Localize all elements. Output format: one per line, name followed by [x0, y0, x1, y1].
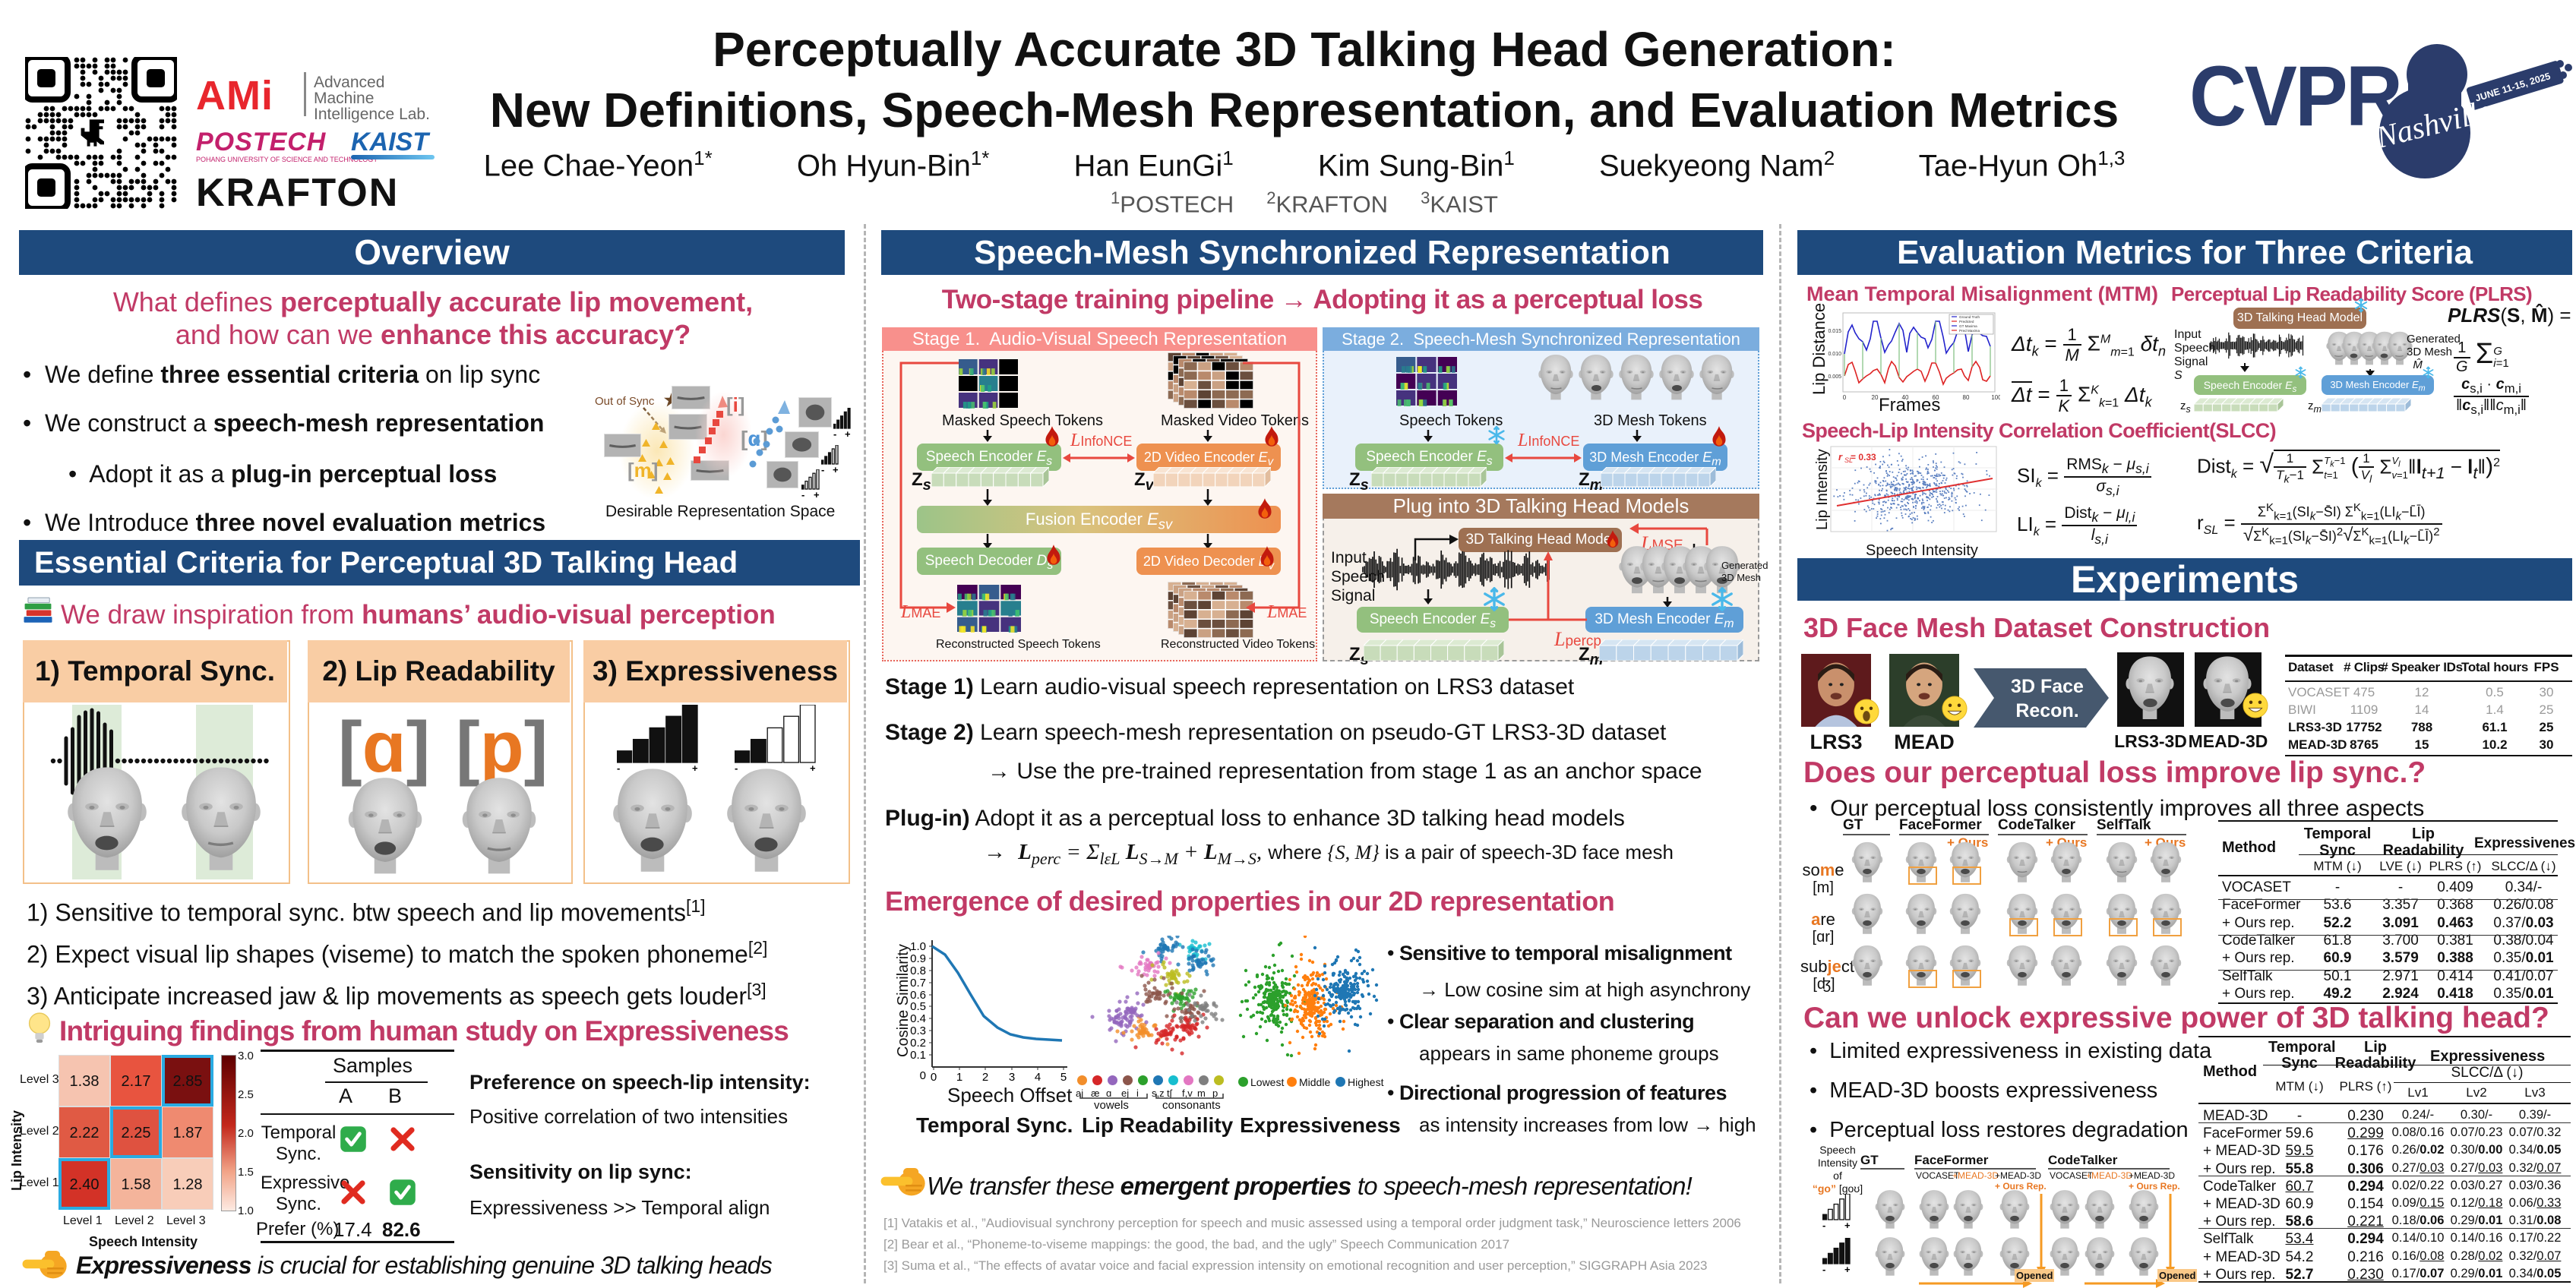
svg-text:20: 20 [1872, 394, 1879, 401]
svg-text:0: 0 [1843, 394, 1847, 401]
svg-text:3D Face: 3D Face [2011, 676, 2084, 697]
svg-text:-: - [833, 428, 836, 438]
svg-text:0.6: 0.6 [910, 989, 926, 1002]
svg-text:0.010: 0.010 [1828, 352, 1841, 357]
svg-text:5: 5 [1060, 1071, 1067, 1084]
svg-text:= 0.33: = 0.33 [1851, 452, 1876, 462]
svg-text:0.8: 0.8 [910, 964, 926, 977]
svg-text:60: 60 [1933, 394, 1939, 401]
svg-text:0.4: 0.4 [910, 1012, 926, 1025]
svg-text:+: + [833, 464, 839, 474]
svg-text:SL: SL [1844, 456, 1853, 464]
svg-text:r: r [1838, 451, 1843, 462]
svg-text:-: - [821, 464, 824, 474]
svg-text:0.015: 0.015 [1828, 329, 1841, 334]
svg-text:+: + [692, 762, 698, 772]
svg-text:0: 0 [920, 1069, 926, 1082]
svg-text:+: + [814, 489, 820, 499]
svg-text:1.0: 1.0 [910, 940, 926, 953]
svg-text:-: - [735, 762, 738, 772]
svg-text:0.2: 0.2 [910, 1037, 926, 1050]
svg-text:+: + [845, 428, 851, 438]
svg-text:-: - [1822, 1264, 1825, 1274]
svg-text:-: - [617, 762, 620, 772]
svg-text:+: + [810, 762, 816, 772]
svg-text:Predicted: Predicted [1959, 320, 1974, 324]
svg-text:+: + [1844, 1220, 1851, 1230]
svg-text:80: 80 [1963, 394, 1970, 401]
svg-text:100: 100 [1991, 394, 2000, 401]
svg-text:0.3: 0.3 [910, 1024, 926, 1037]
svg-text:0.7: 0.7 [910, 977, 926, 990]
svg-text:-: - [801, 489, 804, 499]
svg-text:4: 4 [1035, 1071, 1041, 1084]
svg-text:-: - [1822, 1220, 1825, 1230]
svg-text:0: 0 [931, 1071, 937, 1084]
svg-text:Ground Truth: Ground Truth [1959, 315, 1980, 319]
svg-text:0.5: 0.5 [910, 1000, 926, 1013]
svg-text:40: 40 [1902, 394, 1909, 401]
svg-text:+: + [1844, 1264, 1851, 1274]
svg-text:2: 2 [982, 1071, 988, 1084]
svg-text:0.1: 0.1 [910, 1049, 926, 1062]
svg-text:GT Maxima: GT Maxima [1959, 324, 1977, 328]
svg-text:0.005: 0.005 [1828, 374, 1841, 380]
svg-text:Pred Maxima: Pred Maxima [1959, 329, 1980, 333]
svg-text:Recon.: Recon. [2015, 700, 2078, 721]
svg-text:3: 3 [1009, 1071, 1015, 1084]
svg-text:1: 1 [956, 1071, 962, 1084]
svg-text:0.9: 0.9 [910, 952, 926, 965]
